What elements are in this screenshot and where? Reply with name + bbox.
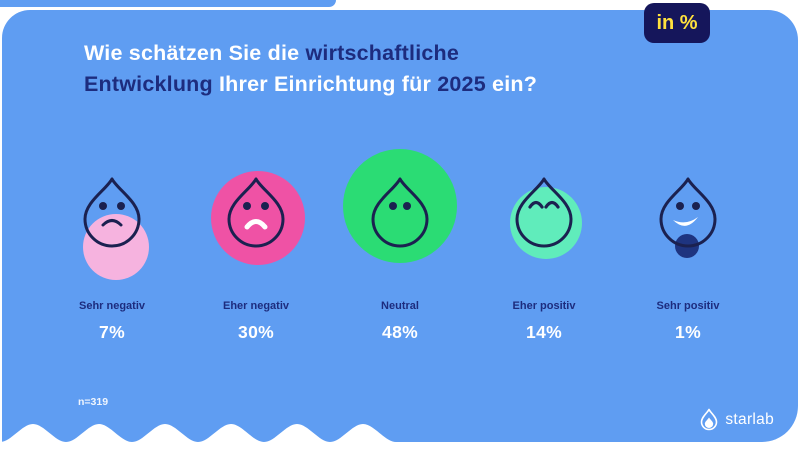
category-label: Sehr negativ	[78, 300, 146, 312]
droplet-very-positive-icon	[659, 177, 717, 258]
droplet-very-negative-icon	[83, 177, 149, 280]
percentage-value: 48%	[382, 322, 418, 342]
droplet-neutral-icon	[343, 149, 457, 263]
top-wave-strip	[0, 0, 336, 7]
starlab-droplet-icon	[701, 408, 718, 431]
brand-logo: starlab	[699, 408, 774, 432]
figure-sehr-positiv: Sehr positiv 1%	[617, 146, 759, 343]
pictogram-row: Sehr negativ 7% Eher negativ 30% Neutral…	[40, 146, 760, 343]
category-label: Sehr positiv	[656, 300, 720, 312]
category-label: Neutral	[381, 300, 419, 312]
droplet-negative-icon	[211, 171, 305, 265]
unit-badge-label: in %	[656, 11, 698, 34]
percentage-value: 14%	[526, 322, 562, 342]
figure-eher-negativ: Eher negativ 30%	[185, 146, 327, 343]
figure-neutral: Neutral 48%	[329, 146, 471, 343]
value-circle	[211, 171, 305, 265]
title-segment: Wie schätzen Sie die	[84, 41, 306, 65]
percentage-value: 7%	[99, 322, 125, 342]
category-label: Eher positiv	[512, 300, 576, 312]
sample-size: n=319	[78, 396, 109, 408]
figure-eher-positiv: Eher positiv 14%	[473, 146, 615, 343]
droplet-positive-icon	[510, 177, 582, 259]
title-segment-highlight: 2025	[437, 72, 486, 96]
percentage-value: 30%	[238, 322, 274, 342]
figure-sehr-negativ: Sehr negativ 7%	[41, 146, 183, 343]
bottom-wave-edge	[0, 424, 470, 450]
page-title: Wie schätzen Sie die wirtschaftliche Ent…	[84, 38, 644, 100]
brand-name: starlab	[725, 411, 774, 428]
title-segment: ein?	[485, 72, 538, 96]
value-circle	[343, 149, 457, 263]
title-segment-highlight: Entwicklung	[84, 72, 213, 96]
unit-badge: in %	[644, 3, 710, 43]
percentage-value: 1%	[675, 322, 701, 342]
category-label: Eher negativ	[222, 300, 290, 312]
title-segment-highlight: wirtschaftliche	[305, 41, 460, 65]
title-segment: Ihrer Einrichtung für	[212, 72, 438, 96]
